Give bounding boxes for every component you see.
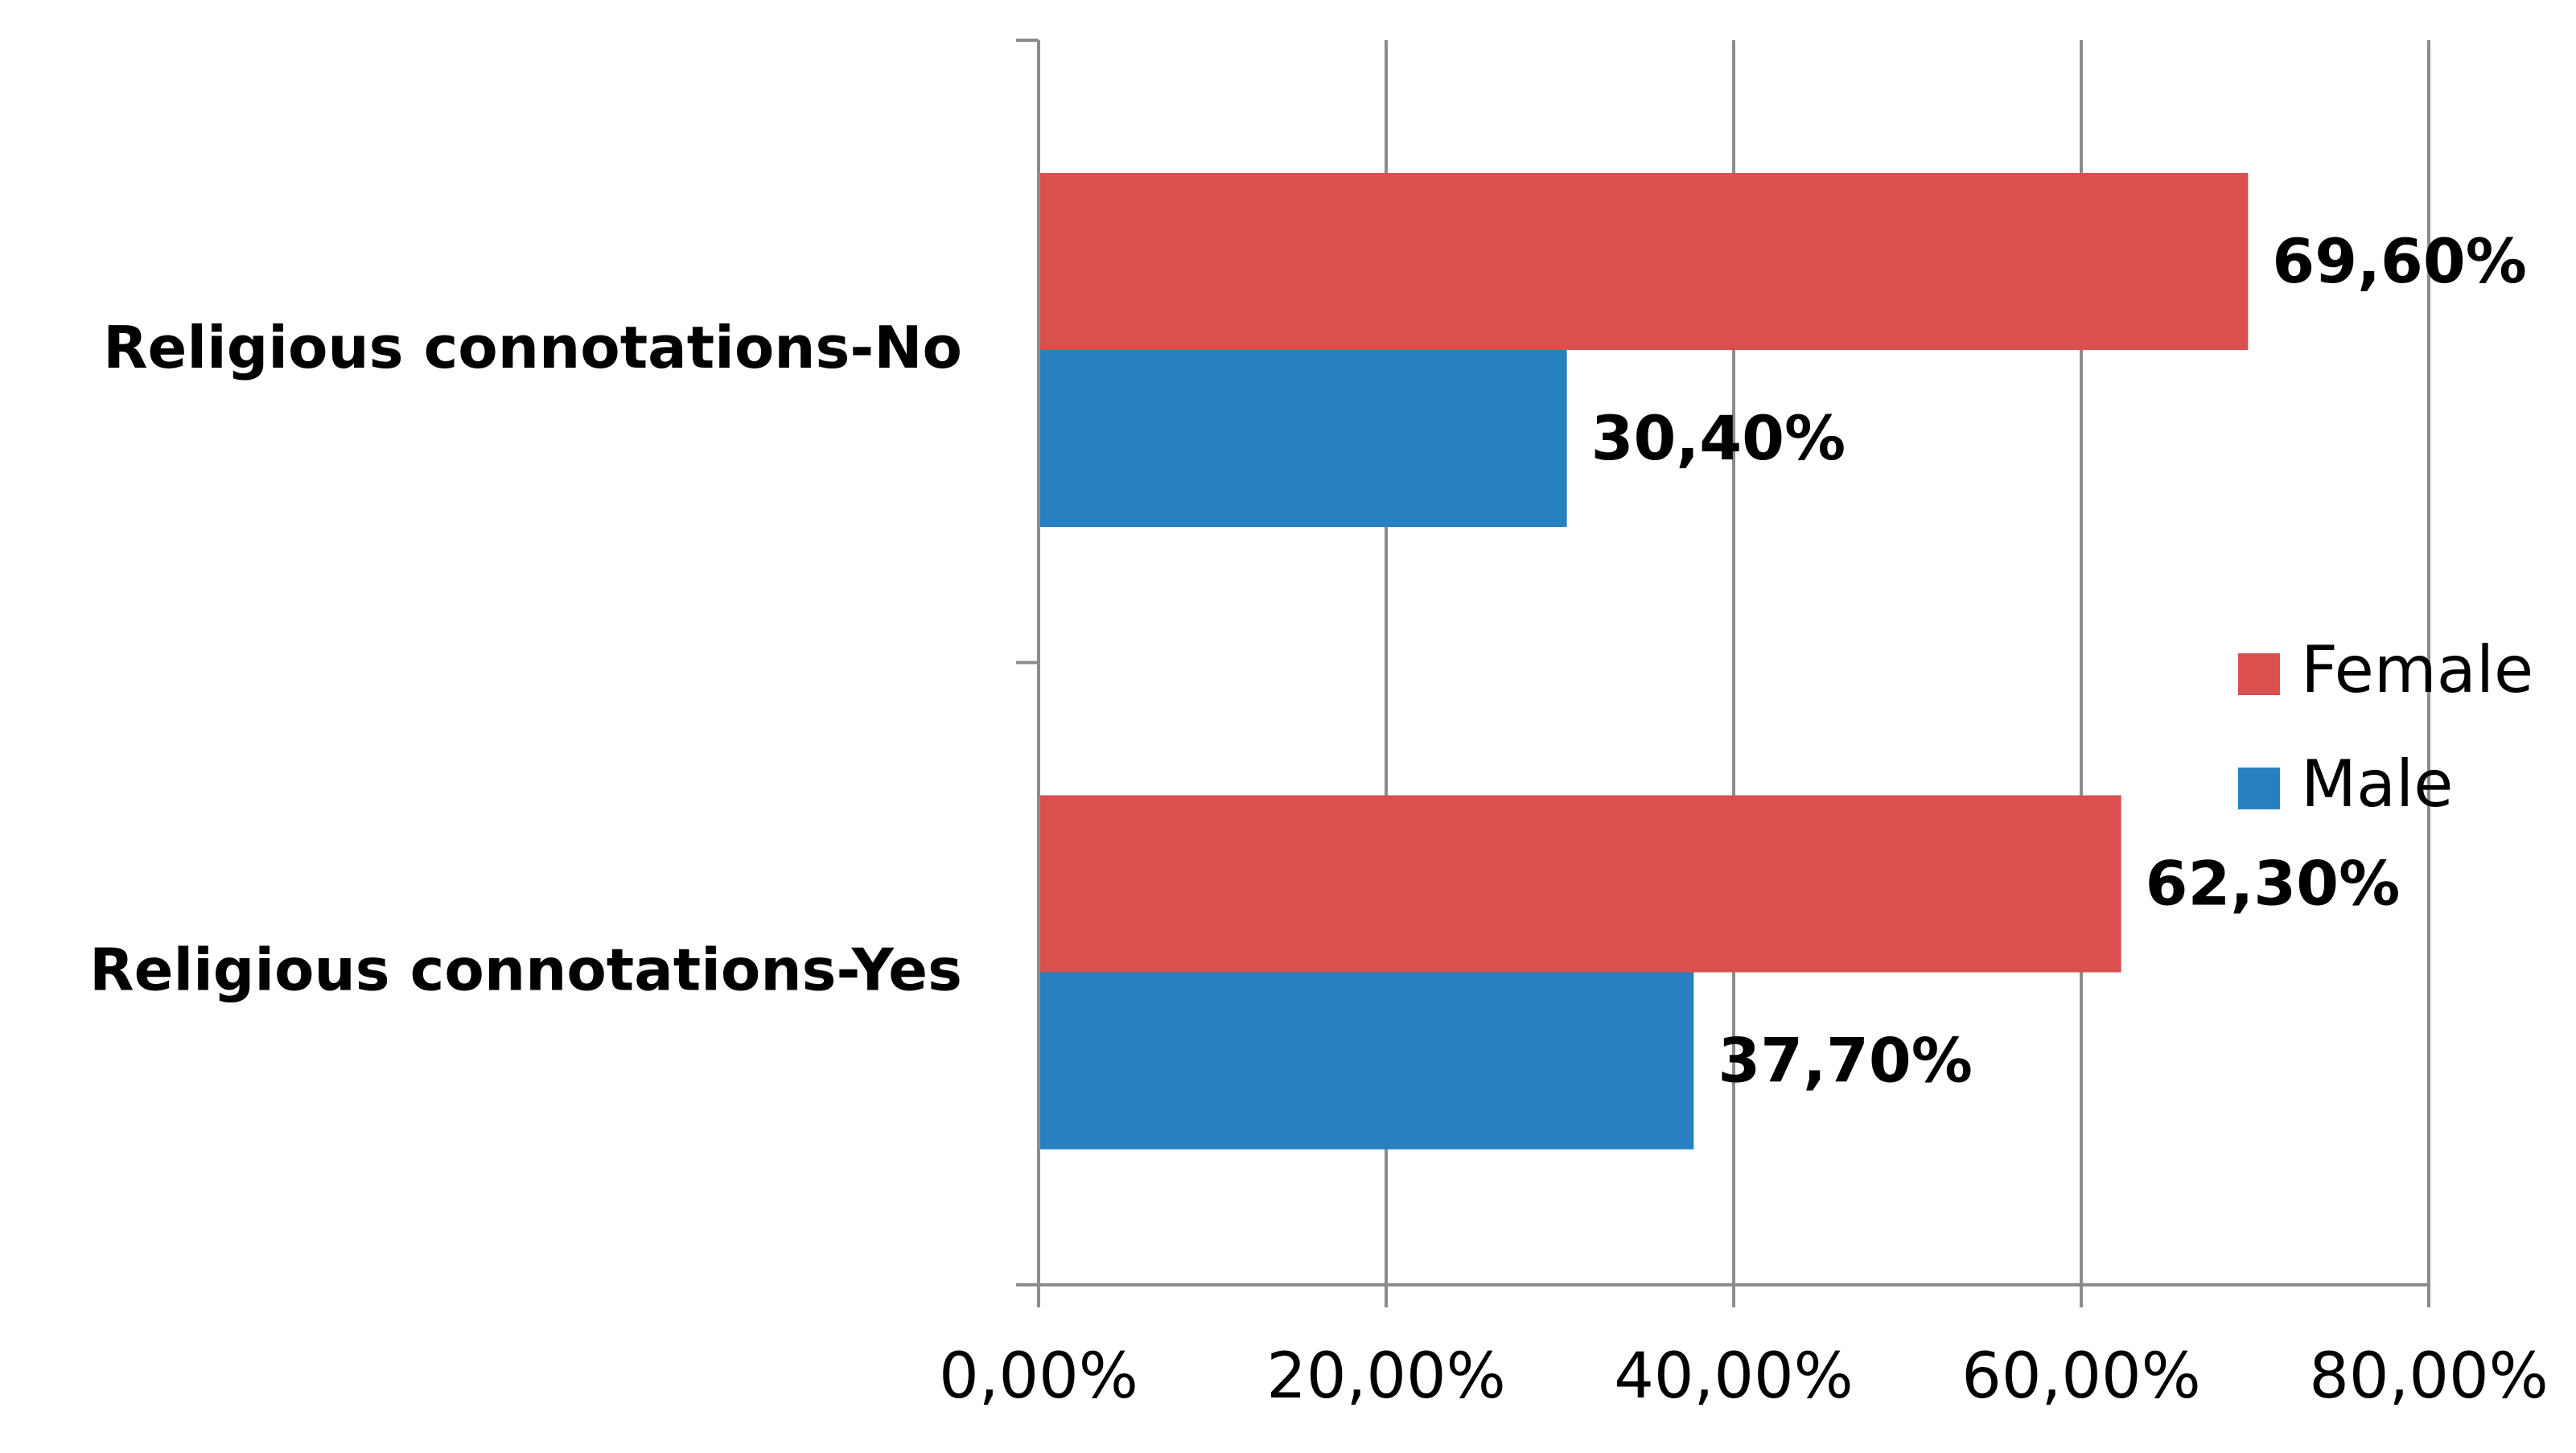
x-tick-label-1: 20,00% [1266,1340,1505,1413]
category-label-1: Religious connotations-Yes [89,936,962,1004]
x-tick-label-4: 80,00% [2309,1340,2548,1413]
legend-label-female: Female [2301,632,2533,707]
bar-male-0 [1039,350,1567,527]
legend: Female Male [2238,632,2533,821]
x-tick-label-3: 60,00% [1961,1340,2200,1413]
x-tick-label-0: 0,00% [939,1340,1138,1413]
legend-swatch-female [2238,653,2280,695]
labels-layer: 69,60% 30,40% Religious connotations-No 62,… [89,225,2527,1097]
bar-male-1 [1039,972,1694,1150]
bar-female-0 [1039,173,2249,350]
data-label-male-0: 30,40% [1591,402,1846,474]
legend-swatch-male [2238,768,2280,809]
x-tick-label-2: 40,00% [1614,1340,1853,1413]
legend-label-male: Male [2301,747,2454,821]
axis-layer: 0,00% 20,00% 40,00% 60,00% 80,00% [939,39,2549,1413]
bar-female-1 [1039,795,2121,973]
data-label-female-0: 69,60% [2272,225,2527,297]
category-label-0: Religious connotations-No [103,314,962,381]
bars-layer [1039,173,2249,1150]
data-label-male-1: 37,70% [1718,1025,1973,1097]
data-label-female-1: 62,30% [2146,848,2401,920]
